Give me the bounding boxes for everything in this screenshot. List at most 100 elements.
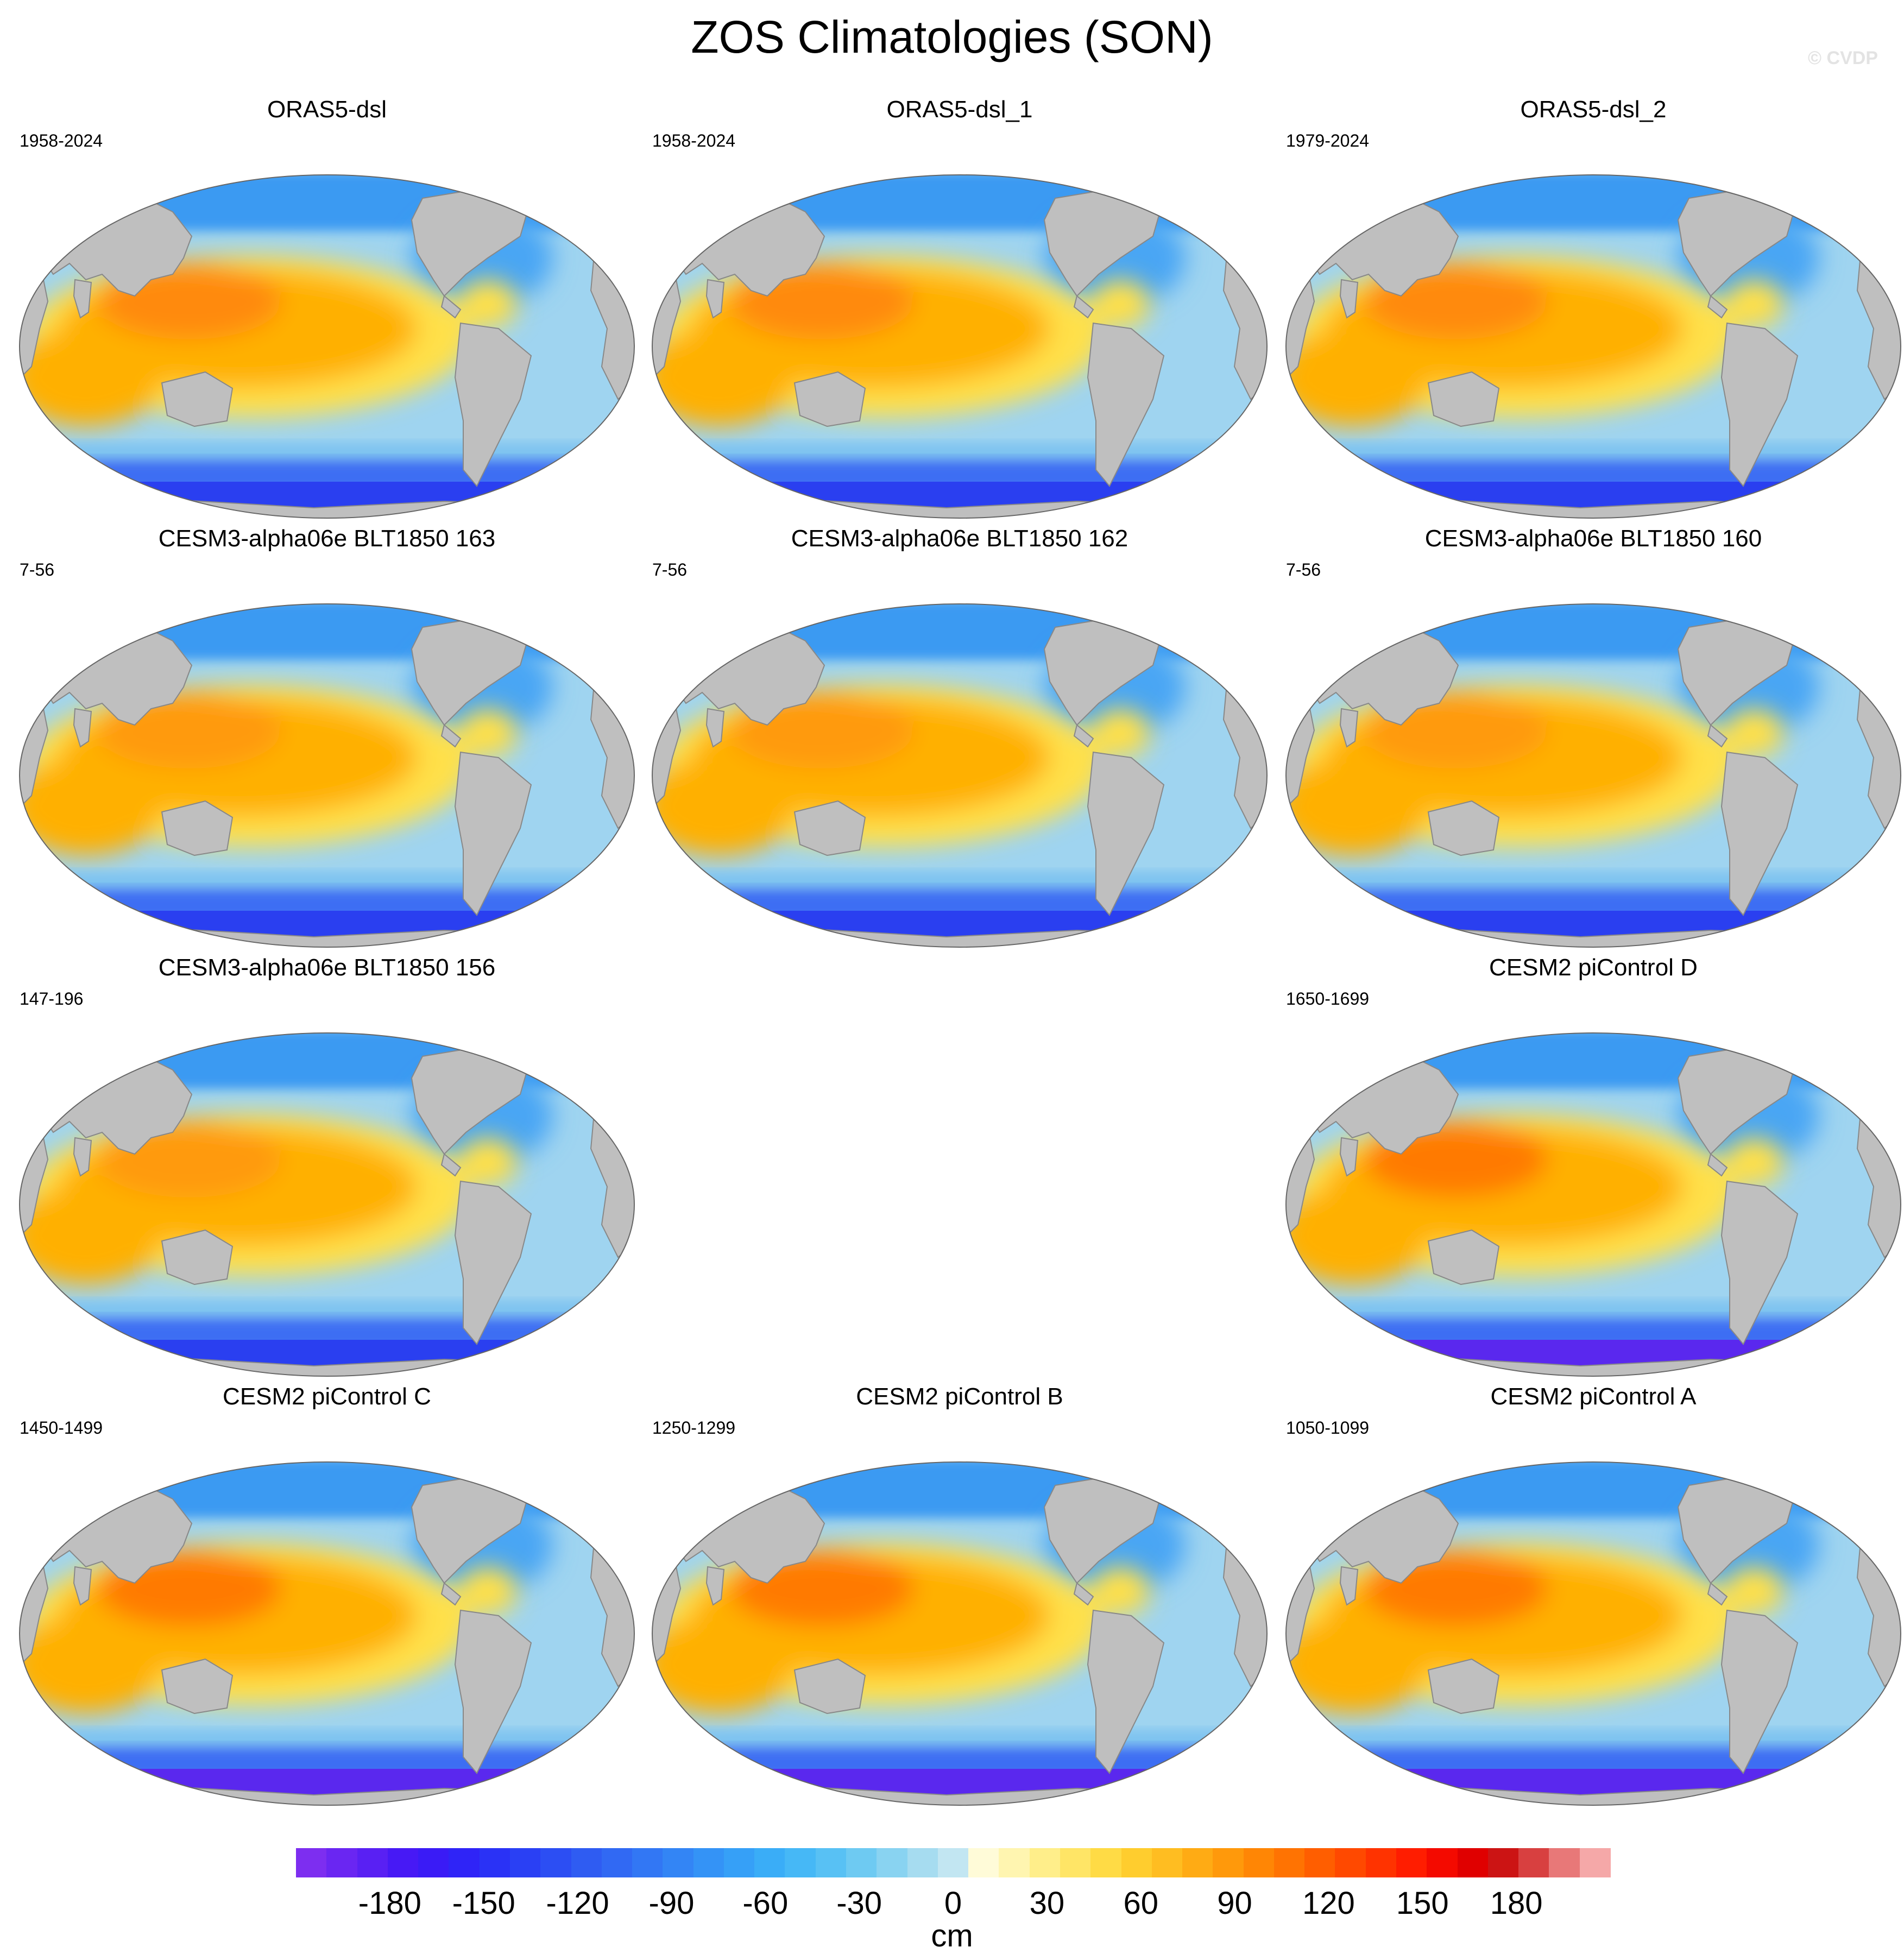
colorbar-cell [815,1848,847,1877]
map-panel: ORAS5-dsl 1958-2024 [10,95,644,525]
colorbar-cell [1090,1848,1122,1877]
colorbar-cell [479,1848,510,1877]
colorbar-cell [1121,1848,1152,1877]
panel-years: 1958-2024 [20,131,103,150]
panel-title: ORAS5-dsl [267,96,387,123]
panel-title: CESM2 piControl B [856,1383,1063,1410]
colorbar-cell [296,1848,327,1877]
panel-title: CESM2 piControl A [1490,1383,1697,1410]
colorbar-cell [877,1848,908,1877]
map-panel: CESM2 piControl D 1650-1699 [1276,953,1904,1383]
map-panel: CESM3-alpha06e BLT1850 156 147-196 [10,953,644,1383]
colorbar-cell [632,1848,663,1877]
colorbar-cell [999,1848,1030,1877]
colorbar-cell [1243,1848,1275,1877]
colorbar-tick-label: 150 [1396,1886,1449,1921]
colorbar-cell [509,1848,541,1877]
colorbar-cell [1273,1848,1305,1877]
panel-title: CESM3-alpha06e BLT1850 156 [158,954,496,981]
map-panel: ORAS5-dsl_1 1958-2024 [642,95,1277,525]
colorbar-cell [723,1848,755,1877]
colorbar-tick-label: -180 [358,1886,421,1921]
map-panel: CESM2 piControl B 1250-1299 [642,1382,1277,1812]
world-map [1285,1032,1901,1377]
colorbar-cell [357,1848,388,1877]
colorbar-tick-label: -150 [452,1886,515,1921]
panel-title: CESM3-alpha06e BLT1850 162 [791,525,1128,552]
panel-title: CESM3-alpha06e BLT1850 160 [1424,525,1762,552]
colorbar-cell [1335,1848,1366,1877]
panel-years: 1250-1299 [652,1418,736,1438]
colorbar-cell [1487,1848,1519,1877]
colorbar-cell [846,1848,877,1877]
map-panel: CESM2 piControl C 1450-1499 [10,1382,644,1812]
colorbar-cell [968,1848,999,1877]
world-map [19,1032,635,1377]
colorbar-tick-label: 60 [1123,1886,1158,1921]
world-map [19,1461,635,1806]
world-map [1285,174,1901,519]
colorbar-cell [1304,1848,1336,1877]
panel-title: ORAS5-dsl_1 [886,96,1033,123]
colorbar-tick-label: 30 [1029,1886,1065,1921]
colorbar-cell [1060,1848,1091,1877]
world-map [19,603,635,948]
colorbar-cell [1579,1848,1611,1877]
map-panel: CESM3-alpha06e BLT1850 162 7-56 [642,524,1277,954]
world-map [1285,603,1901,948]
colorbar-cell [1427,1848,1458,1877]
panel-years: 1050-1099 [1286,1418,1370,1438]
colorbar-cell [418,1848,449,1877]
colorbar-cell [907,1848,938,1877]
panel-title: CESM2 piControl D [1489,954,1698,981]
colorbar-tick-label: 0 [944,1886,962,1921]
colorbar-cell [1396,1848,1427,1877]
panel-years: 147-196 [20,989,84,1009]
colorbar-tick-label: -60 [742,1886,789,1921]
colorbar-units: cm [931,1918,973,1953]
colorbar-cell [785,1848,816,1877]
colorbar [296,1848,1611,1877]
world-map [19,174,635,519]
colorbar-cell [601,1848,633,1877]
colorbar-cell [693,1848,724,1877]
colorbar-tick-label: -30 [836,1886,882,1921]
panel-title: CESM2 piControl C [223,1383,431,1410]
colorbar-cell [754,1848,786,1877]
panel-years: 1958-2024 [652,131,736,150]
world-map [1285,1461,1901,1806]
panel-years: 7-56 [1286,560,1321,579]
colorbar-cell [540,1848,572,1877]
colorbar-tick-label: -120 [546,1886,609,1921]
world-map [652,1461,1268,1806]
panel-years: 7-56 [652,560,688,579]
panel-years: 1450-1499 [20,1418,103,1438]
colorbar-cell [1182,1848,1213,1877]
colorbar-cell [663,1848,694,1877]
world-map [652,603,1268,948]
map-panel: ORAS5-dsl_2 1979-2024 [1276,95,1904,525]
colorbar-cell [449,1848,480,1877]
colorbar-cell [1549,1848,1580,1877]
map-panel: CESM2 piControl A 1050-1099 [1276,1382,1904,1812]
panel-years: 1650-1699 [1286,989,1370,1009]
colorbar-tick-label: 180 [1490,1886,1543,1921]
colorbar-cell [387,1848,419,1877]
panel-years: 1979-2024 [1286,131,1370,150]
map-panel: CESM3-alpha06e BLT1850 160 7-56 [1276,524,1904,954]
colorbar-cell [1518,1848,1550,1877]
world-map [652,174,1268,519]
colorbar-cell [1365,1848,1397,1877]
panel-title: ORAS5-dsl_2 [1520,96,1667,123]
colorbar-cell [937,1848,969,1877]
panel-years: 7-56 [20,560,55,579]
colorbar-cell [1029,1848,1061,1877]
panel-title: CESM3-alpha06e BLT1850 163 [158,525,496,552]
colorbar-ticks: -180 -150 -120 -90 -60 -30 0 30 60 90 120 150 180 [296,1885,1610,1923]
colorbar-cell [1213,1848,1244,1877]
colorbar-cell [326,1848,358,1877]
colorbar-cell [1457,1848,1489,1877]
colorbar-tick-label: 120 [1302,1886,1355,1921]
figure-title: ZOS Climatologies (SON) [691,11,1213,62]
credit-watermark: © CVDP [1808,48,1878,68]
